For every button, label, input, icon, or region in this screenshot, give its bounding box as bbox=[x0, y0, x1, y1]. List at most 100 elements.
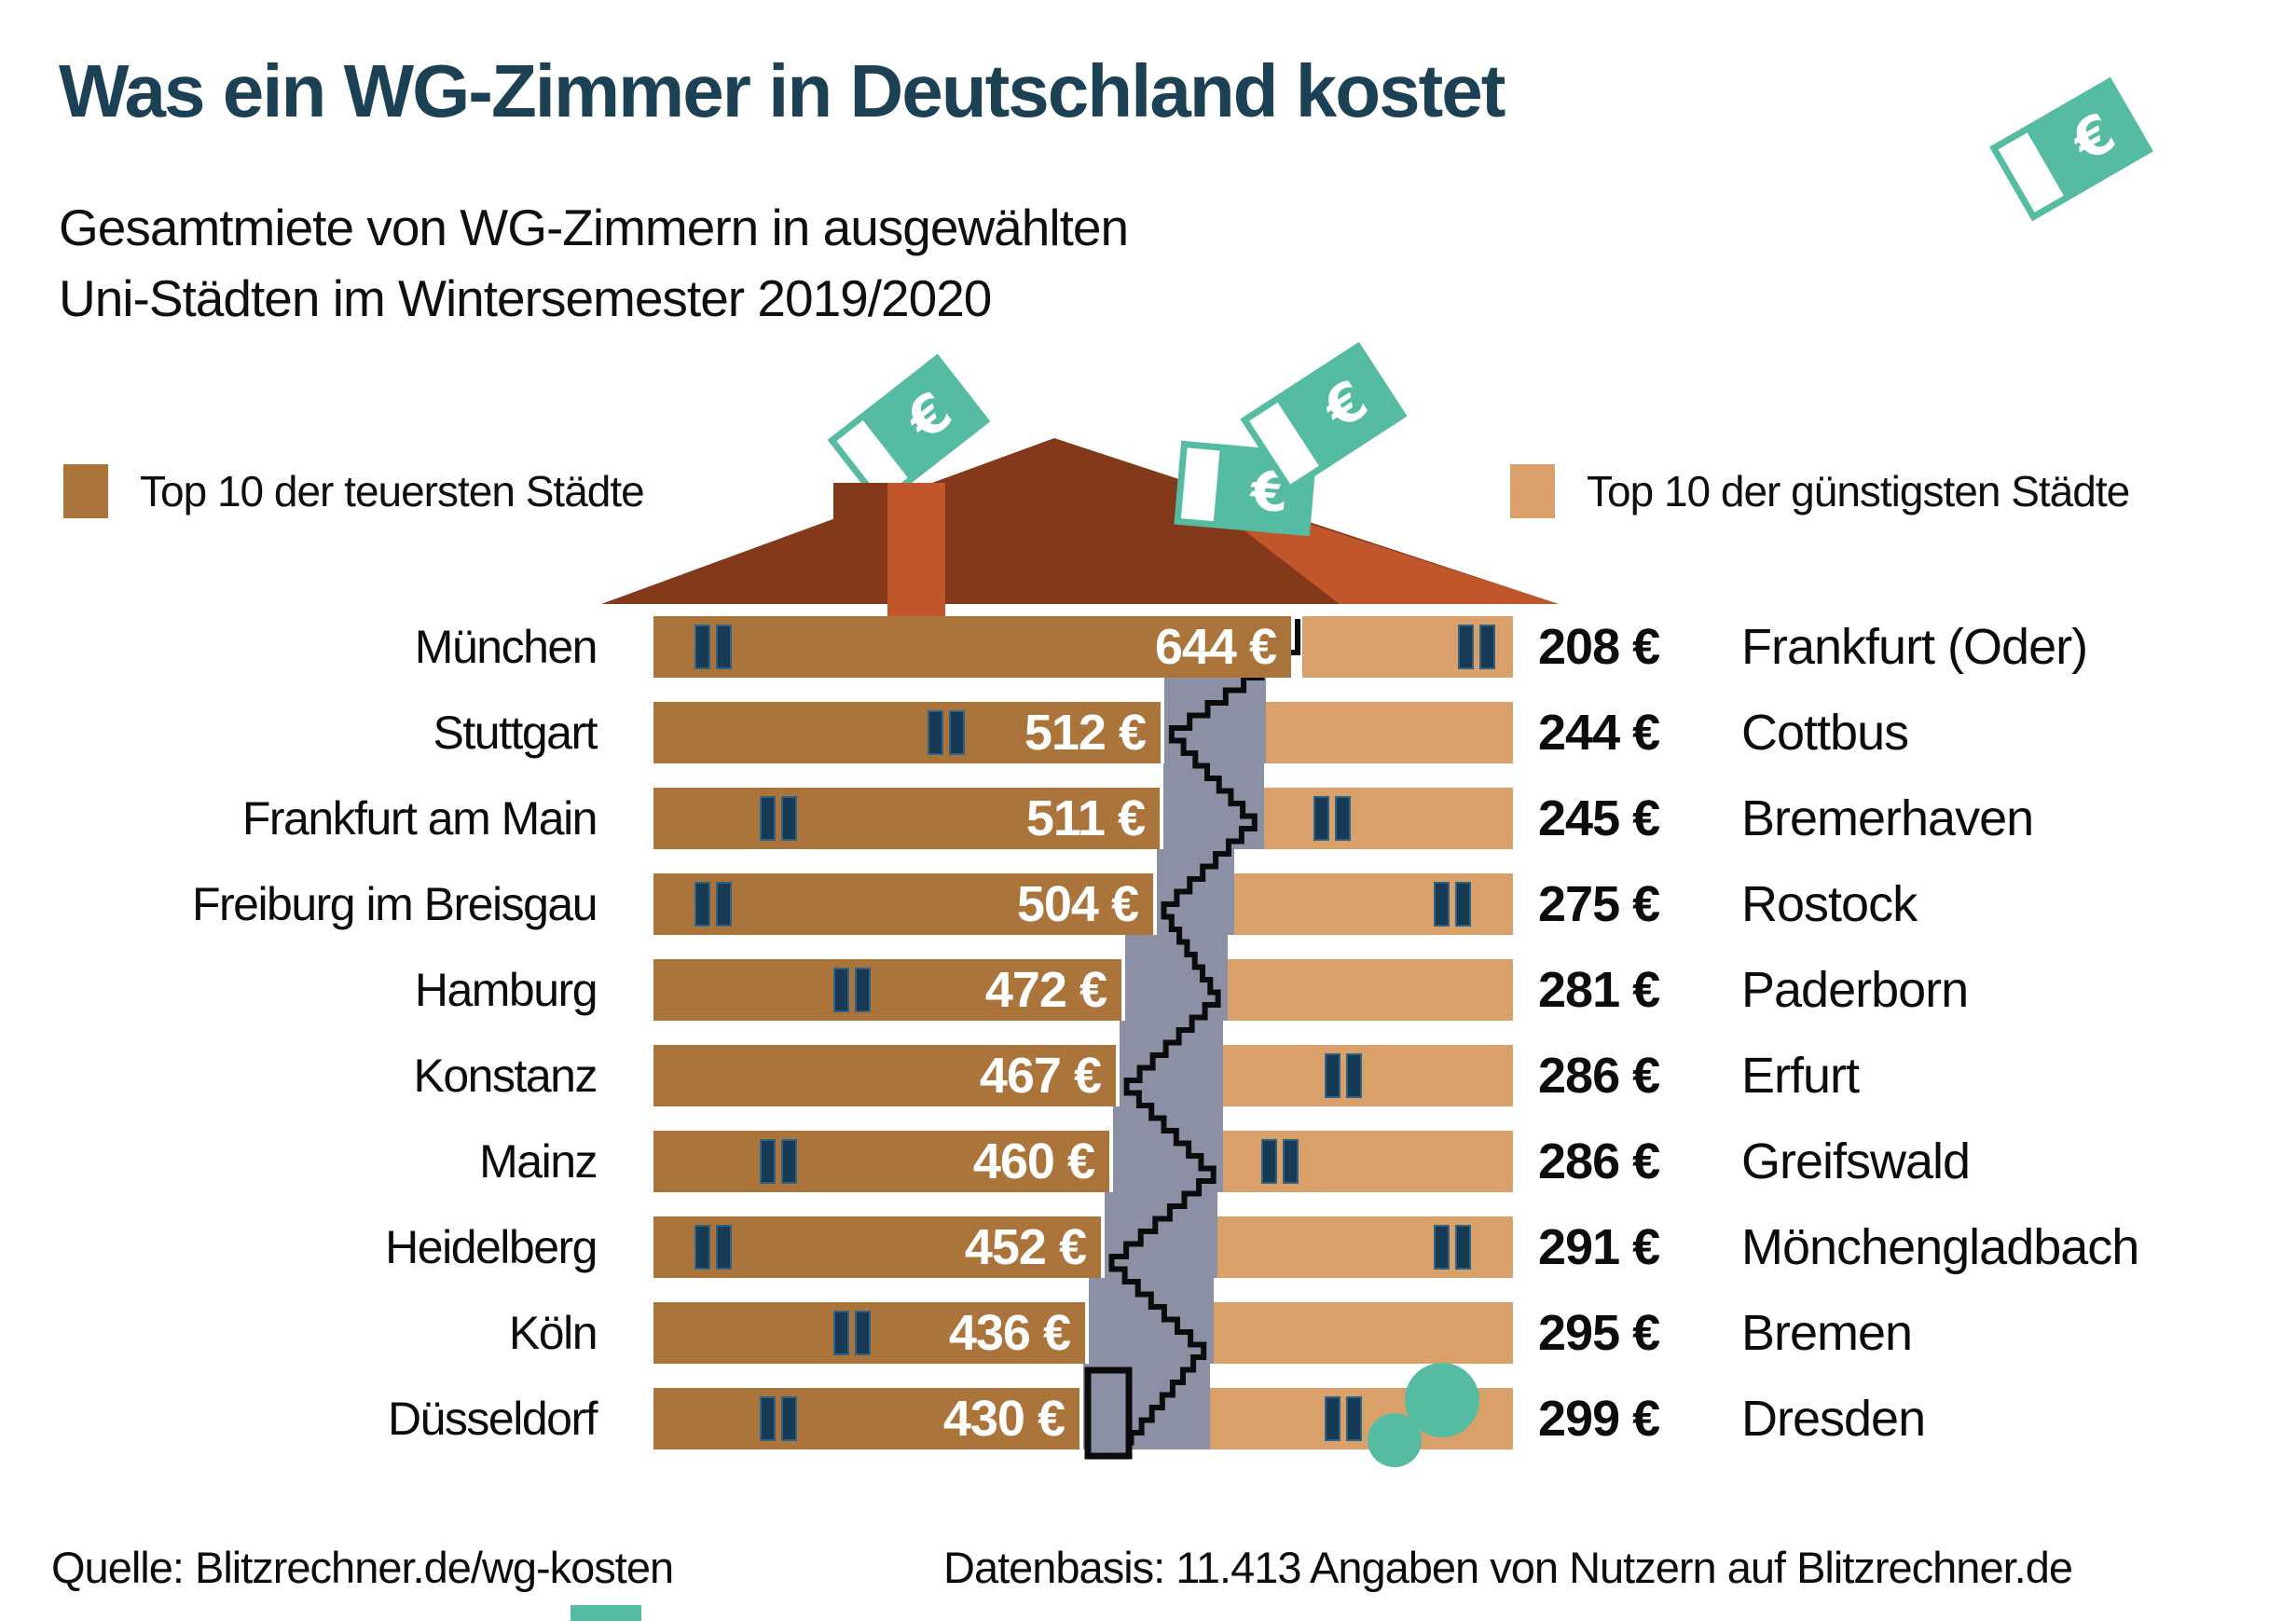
window-icon bbox=[1458, 625, 1495, 669]
stair-shaft bbox=[1105, 1192, 1217, 1278]
expensive-bar-value: 511 € bbox=[1025, 790, 1146, 846]
euro-banknote-icon: € bbox=[1989, 76, 2153, 222]
window-icon bbox=[1325, 1396, 1362, 1441]
window-pane bbox=[781, 796, 797, 841]
door-icon bbox=[1084, 1367, 1133, 1460]
cheap-price-value: 281 € bbox=[1538, 962, 1660, 1018]
legend-expensive-swatch bbox=[63, 464, 108, 518]
window-pane bbox=[1434, 1225, 1450, 1270]
window-pane bbox=[716, 882, 732, 927]
expensive-bar-value: 472 € bbox=[984, 962, 1107, 1018]
euro-banknote-icon: € bbox=[1240, 341, 1408, 494]
window-pane bbox=[928, 710, 943, 755]
window-icon bbox=[928, 710, 965, 755]
cheap-price-value: 208 € bbox=[1538, 619, 1660, 675]
window-pane bbox=[781, 1396, 797, 1441]
window-pane bbox=[716, 625, 732, 669]
legend-cheap: Top 10 der günstigsten Städte bbox=[1510, 464, 2130, 518]
expensive-bar-value: 452 € bbox=[964, 1219, 1087, 1275]
subtitle-line-2: Uni-Städten im Wintersemester 2019/2020 bbox=[59, 269, 992, 327]
row-label-expensive: Konstanz bbox=[413, 1050, 598, 1102]
cheap-price-value: 291 € bbox=[1538, 1219, 1660, 1275]
chimney-face bbox=[887, 483, 945, 625]
stair-shaft bbox=[1157, 849, 1234, 935]
expensive-bar-value: 436 € bbox=[948, 1305, 1071, 1361]
window-pane bbox=[760, 796, 776, 841]
window-icon bbox=[694, 882, 732, 927]
cheap-bar bbox=[1234, 873, 1513, 935]
logo-mark bbox=[571, 1605, 641, 1621]
row-label-cheap: Dresden bbox=[1741, 1391, 1926, 1447]
row-label-cheap: Frankfurt (Oder) bbox=[1741, 619, 2088, 675]
cheap-bar bbox=[1210, 1388, 1513, 1449]
cheap-bar bbox=[1302, 616, 1513, 678]
row-label-cheap: Greifswald bbox=[1741, 1133, 1971, 1189]
subtitle-line-1: Gesamtmiete von WG-Zimmern in ausgewählt… bbox=[59, 199, 1129, 256]
window-icon bbox=[1313, 796, 1351, 841]
row-label-expensive: Hamburg bbox=[414, 964, 598, 1016]
expensive-bar-value: 644 € bbox=[1154, 619, 1277, 675]
window-pane bbox=[1261, 1139, 1277, 1184]
window-pane bbox=[855, 1311, 871, 1355]
expensive-bar: 644 € bbox=[653, 616, 1291, 678]
footer-source: Quelle: Blitzrechner.de/wg-kosten bbox=[51, 1543, 674, 1592]
window-icon bbox=[833, 968, 871, 1012]
row-label-cheap: Bremen bbox=[1741, 1305, 1913, 1361]
cheap-price-value: 286 € bbox=[1538, 1133, 1660, 1189]
window-pane bbox=[694, 882, 710, 927]
window-icon bbox=[760, 796, 797, 841]
expensive-bar: 467 € bbox=[653, 1045, 1116, 1106]
cheap-price-value: 245 € bbox=[1538, 790, 1660, 846]
row-label-cheap: Cottbus bbox=[1741, 705, 1909, 761]
legend-expensive: Top 10 der teuersten Städte bbox=[63, 464, 645, 518]
row-label-expensive: Mainz bbox=[479, 1135, 598, 1188]
window-icon bbox=[833, 1311, 871, 1355]
expensive-bar-value: 467 € bbox=[979, 1048, 1102, 1104]
expensive-bar: 511 € bbox=[653, 788, 1160, 849]
expensive-bar: 436 € bbox=[653, 1302, 1085, 1364]
window-pane bbox=[1455, 1225, 1471, 1270]
window-pane bbox=[833, 1311, 849, 1355]
cheap-bar bbox=[1217, 1216, 1513, 1278]
cheap-bar bbox=[1266, 702, 1513, 763]
expensive-bar-value: 512 € bbox=[1024, 705, 1147, 761]
cheap-price-value: 244 € bbox=[1538, 705, 1660, 761]
window-pane bbox=[949, 710, 965, 755]
window-pane bbox=[855, 968, 871, 1012]
expensive-bar: 430 € bbox=[653, 1388, 1079, 1449]
page-title: Was ein WG-Zimmer in Deutschland kostet bbox=[59, 49, 1505, 132]
window-pane bbox=[1283, 1139, 1299, 1184]
row-label-expensive: Frankfurt am Main bbox=[241, 792, 598, 845]
window-pane bbox=[781, 1139, 797, 1184]
expensive-bar-value: 460 € bbox=[972, 1133, 1095, 1189]
cheap-bar bbox=[1228, 959, 1513, 1021]
row-label-expensive: München bbox=[414, 621, 598, 673]
expensive-bar: 452 € bbox=[653, 1216, 1101, 1278]
window-pane bbox=[760, 1396, 776, 1441]
legend-expensive-label: Top 10 der teuersten Städte bbox=[140, 467, 645, 515]
window-icon bbox=[760, 1396, 797, 1441]
window-pane bbox=[1346, 1053, 1362, 1098]
row-label-cheap: Bremerhaven bbox=[1741, 790, 2034, 846]
window-pane bbox=[1458, 625, 1474, 669]
cheap-price-value: 275 € bbox=[1538, 876, 1660, 932]
cheap-bar bbox=[1264, 788, 1513, 849]
window-pane bbox=[1325, 1053, 1340, 1098]
window-pane bbox=[694, 1225, 710, 1270]
cheap-bar bbox=[1223, 1131, 1513, 1192]
expensive-bar: 460 € bbox=[653, 1131, 1109, 1192]
window-pane bbox=[1335, 796, 1351, 841]
chimney-icon bbox=[833, 483, 887, 604]
euro-banknote-icon: € bbox=[827, 353, 991, 508]
stair-shaft bbox=[1089, 1278, 1214, 1364]
staircase-icon bbox=[1108, 619, 1300, 1446]
stair-shaft bbox=[1113, 1106, 1223, 1192]
window-icon bbox=[1325, 1053, 1362, 1098]
window-pane bbox=[760, 1139, 776, 1184]
legend-cheap-swatch bbox=[1510, 464, 1555, 518]
cheap-price-value: 299 € bbox=[1538, 1391, 1660, 1447]
row-label-cheap: Rostock bbox=[1741, 876, 1918, 932]
expensive-bar-value: 504 € bbox=[1016, 876, 1139, 932]
